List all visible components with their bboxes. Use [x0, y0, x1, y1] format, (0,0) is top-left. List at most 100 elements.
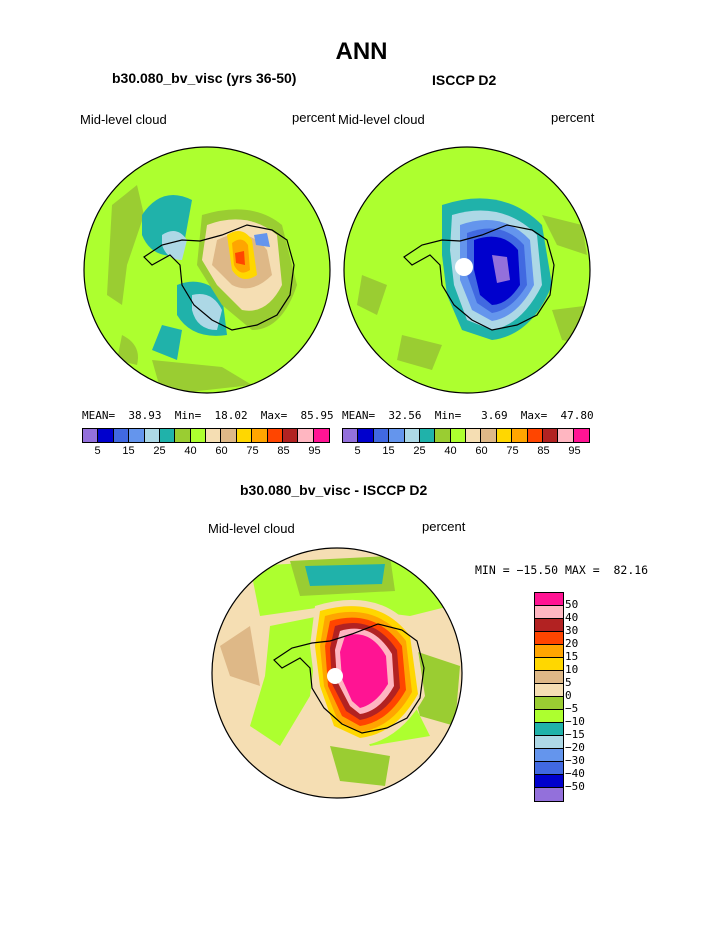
colorbar-swatch	[542, 429, 559, 442]
colorbar-swatch	[535, 697, 563, 710]
colorbar-swatch	[535, 645, 563, 658]
colorbar-tick-label: 60	[215, 445, 228, 457]
colorbar-swatch	[298, 429, 314, 442]
cloud-region	[492, 255, 510, 283]
colorbar-tick-label: 50	[565, 598, 579, 611]
colorbar-swatch	[144, 429, 160, 442]
colorbar-swatch	[206, 429, 222, 442]
cloud-region	[107, 185, 144, 305]
colorbar-swatch	[535, 723, 563, 736]
colorbar-swatch	[496, 429, 513, 442]
diff-map-title: b30.080_bv_visc - ISCCP D2	[240, 482, 428, 498]
colorbar-tick-label: 10	[565, 663, 579, 676]
colorbar-swatch	[358, 429, 374, 442]
left-map-units: percent	[292, 110, 336, 125]
difference-colorbar	[534, 592, 564, 802]
colorbar-tick-label: −30	[565, 754, 585, 767]
colorbar-swatch	[535, 710, 563, 723]
colorbar-swatch	[450, 429, 466, 442]
difference-colorbar-ticks: 50 40 30 20 15 10 5 0 −5 −10 −15 −20 −30 −40 −50	[565, 592, 615, 800]
coastline	[403, 224, 555, 331]
colorbar-swatch	[252, 429, 268, 442]
colorbar-tick-label: −5	[565, 702, 579, 715]
colorbar-tick-label: 5	[94, 445, 101, 457]
right-map-units: percent	[551, 110, 595, 125]
colorbar-tick-label: 95	[308, 445, 321, 457]
colorbar-swatch	[466, 429, 482, 442]
colorbar-tick-label: 40	[444, 445, 457, 457]
colorbar-swatch	[535, 619, 563, 632]
colorbar-swatch	[404, 429, 420, 442]
colorbar-tick-label: −10	[565, 715, 585, 728]
colorbar-swatch	[236, 429, 253, 442]
colorbar-tick-label: 30	[565, 624, 579, 637]
colorbar-tick-label: 25	[153, 445, 166, 457]
colorbar-tick-label: −15	[565, 728, 585, 741]
left-colorbar-ticks: 5 15 25 40 60 75 85 95	[82, 445, 330, 459]
map-border	[211, 547, 463, 799]
colorbar-tick-label: −50	[565, 780, 585, 793]
coastline	[273, 623, 425, 734]
colorbar-tick-label: 5	[354, 445, 361, 457]
colorbar-swatch	[535, 749, 563, 762]
colorbar-tick-label: −20	[565, 741, 585, 754]
left-map-variable: Mid-level cloud	[80, 112, 167, 127]
colorbar-swatch	[535, 632, 563, 645]
colorbar-tick-label: 95	[568, 445, 581, 457]
colorbar-swatch	[175, 429, 191, 442]
colorbar-tick-label: −40	[565, 767, 585, 780]
cloud-region	[235, 251, 245, 265]
colorbar-swatch	[98, 429, 114, 442]
colorbar-tick-label: 20	[565, 637, 579, 650]
colorbar-tick-label: 60	[475, 445, 488, 457]
right-map-title: ISCCP D2	[432, 72, 497, 88]
cloud-region	[250, 616, 320, 746]
colorbar-tick-label: 15	[382, 445, 395, 457]
pole-hole	[327, 668, 343, 684]
colorbar-swatch	[481, 429, 497, 442]
colorbar-swatch	[313, 429, 329, 442]
left-map-stats: MEAN= 38.93 Min= 18.02 Max= 85.95	[82, 409, 334, 422]
difference-polar-map	[211, 547, 463, 799]
colorbar-tick-label: 15	[122, 445, 135, 457]
left-polar-map	[83, 146, 331, 394]
colorbar-swatch	[389, 429, 405, 442]
pole-hole	[455, 258, 473, 276]
right-map-stats: MEAN= 32.56 Min= 3.69 Max= 47.80	[342, 409, 594, 422]
right-colorbar	[342, 428, 590, 443]
cloud-region	[220, 626, 260, 686]
cloud-region	[397, 335, 442, 370]
colorbar-swatch	[535, 762, 563, 775]
colorbar-tick-label: 0	[565, 689, 572, 702]
colorbar-swatch	[282, 429, 299, 442]
colorbar-swatch	[535, 671, 563, 684]
map-border	[83, 146, 331, 394]
colorbar-swatch	[535, 775, 563, 788]
colorbar-swatch	[267, 429, 283, 442]
colorbar-swatch	[190, 429, 206, 442]
colorbar-tick-label: 40	[184, 445, 197, 457]
colorbar-tick-label: 15	[565, 650, 579, 663]
colorbar-swatch	[573, 429, 589, 442]
colorbar-tick-label: 75	[246, 445, 259, 457]
cloud-region	[305, 564, 385, 586]
colorbar-swatch	[527, 429, 543, 442]
cloud-region	[254, 233, 270, 247]
right-colorbar-ticks: 5 15 25 40 60 75 85 95	[342, 445, 590, 459]
cloud-region	[117, 335, 138, 365]
colorbar-swatch	[221, 429, 237, 442]
cloud-region	[330, 746, 390, 786]
colorbar-swatch	[343, 429, 359, 442]
page-title: ANN	[335, 38, 388, 65]
colorbar-swatch	[535, 593, 563, 606]
colorbar-swatch	[512, 429, 528, 442]
diff-map-units: percent	[422, 519, 466, 534]
diff-map-minmax: MIN = −15.50 MAX = 82.16	[475, 563, 649, 577]
colorbar-swatch	[535, 788, 563, 801]
colorbar-tick-label: 5	[565, 676, 572, 689]
right-polar-map	[343, 146, 591, 394]
colorbar-swatch	[558, 429, 574, 442]
colorbar-swatch	[435, 429, 451, 442]
colorbar-swatch	[535, 736, 563, 749]
colorbar-tick-label: 75	[506, 445, 519, 457]
